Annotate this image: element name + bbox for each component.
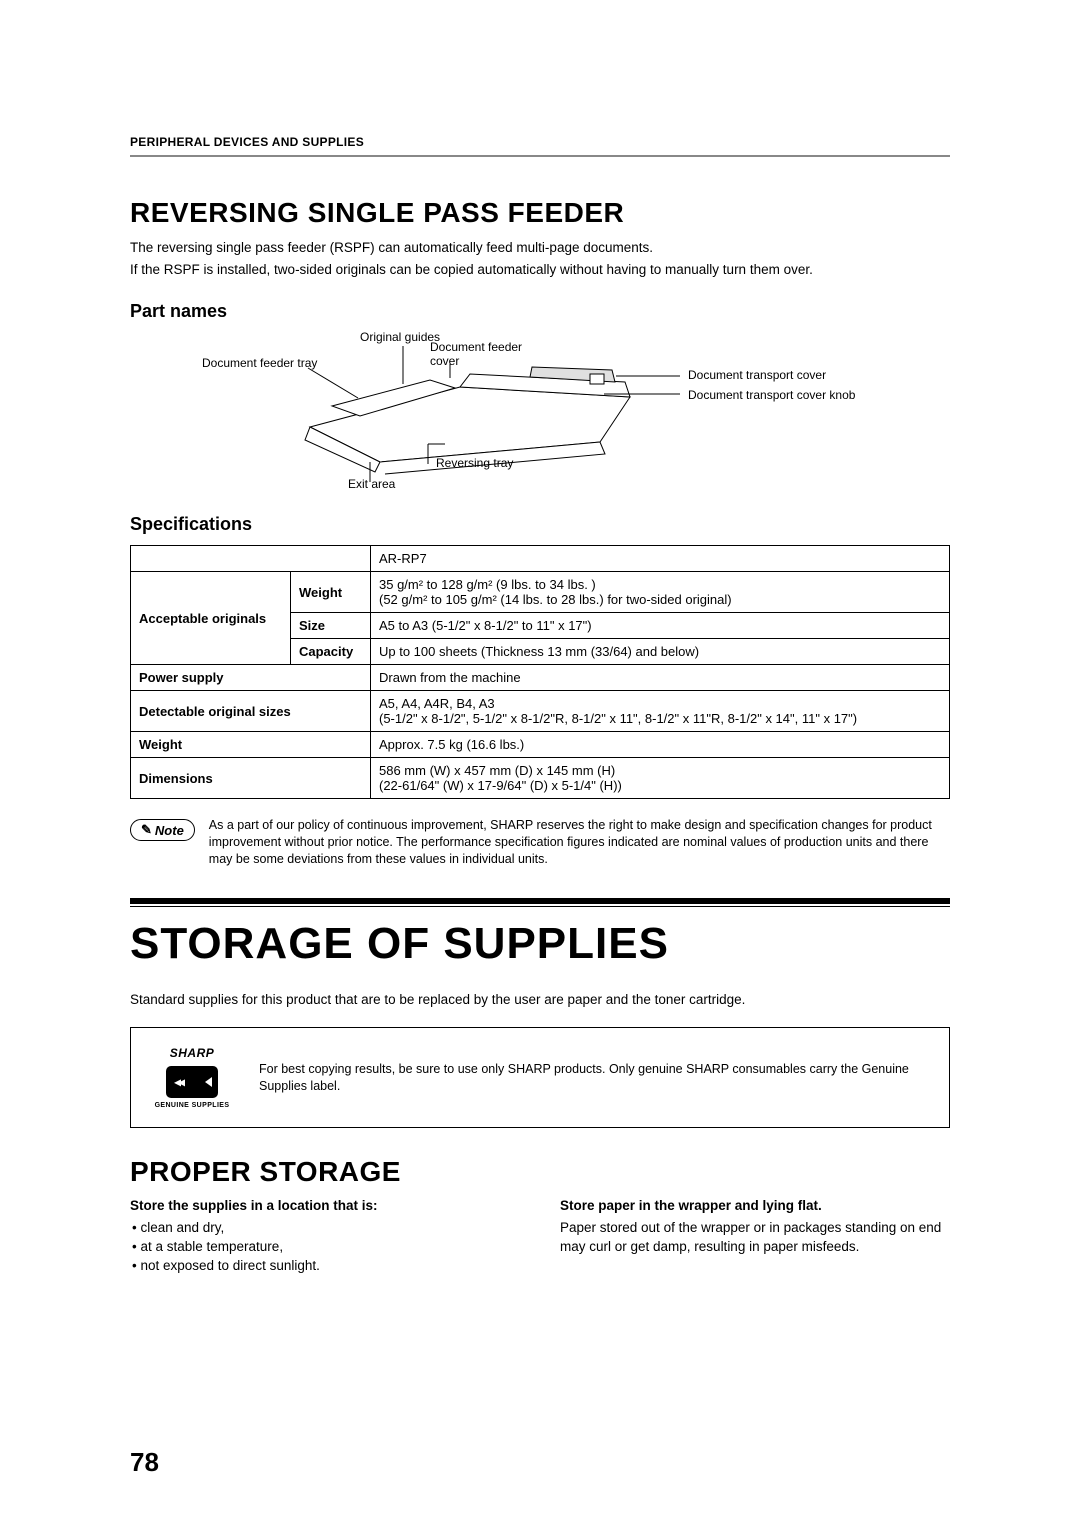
sharp-logo-text: SHARP <box>153 1046 231 1060</box>
spec-weight-val: 35 g/m² to 128 g/m² (9 lbs. to 34 lbs. )… <box>371 572 950 613</box>
spec-detect-val-l1: A5, A4, A4R, B4, A3 <box>379 696 495 711</box>
rspf-p2: If the RSPF is installed, two-sided orig… <box>130 261 950 279</box>
note-block: ✎Note As a part of our policy of continu… <box>130 817 950 868</box>
label-transport-cover-knob: Document transport cover knob <box>688 388 855 402</box>
callout-text: For best copying results, be sure to use… <box>259 1061 927 1095</box>
spec-weight-label: Weight <box>291 572 371 613</box>
spec-detect-label: Detectable original sizes <box>131 691 371 732</box>
spec-power-label: Power supply <box>131 665 371 691</box>
label-exit-area: Exit area <box>348 477 395 491</box>
store-location-list: clean and dry, at a stable temperature, … <box>130 1219 520 1276</box>
partnames-heading: Part names <box>130 301 950 322</box>
thin-rule <box>130 906 950 907</box>
label-reversing-tray: Reversing tray <box>436 456 513 470</box>
spec-size-label: Size <box>291 613 371 639</box>
specs-heading: Specifications <box>130 514 950 535</box>
partnames-diagram: Original guides Document feeder tray Doc… <box>160 332 920 492</box>
pencil-icon: ✎ <box>141 822 152 838</box>
proper-storage-title: PROPER STORAGE <box>130 1156 950 1188</box>
note-text: As a part of our policy of continuous im… <box>209 817 950 868</box>
spec-detect-val-l2: (5-1/2" x 8-1/2", 5-1/2" x 8-1/2"R, 8-1/… <box>379 711 857 726</box>
store-paper-body: Paper stored out of the wrapper or in pa… <box>560 1219 950 1255</box>
spec-dim-label: Dimensions <box>131 758 371 799</box>
spec-weight-val-l1: 35 g/m² to 128 g/m² (9 lbs. to 34 lbs. ) <box>379 577 596 592</box>
label-doc-feeder-cover-2: cover <box>430 354 459 368</box>
label-transport-cover: Document transport cover <box>688 368 826 382</box>
spec-capacity-val: Up to 100 sheets (Thickness 13 mm (33/64… <box>371 639 950 665</box>
spec-weight-val-l2: (52 g/m² to 105 g/m² (14 lbs. to 28 lbs.… <box>379 592 732 607</box>
spec-wt-label: Weight <box>131 732 371 758</box>
heavy-rule <box>130 898 950 904</box>
rspf-p1: The reversing single pass feeder (RSPF) … <box>130 239 950 257</box>
spec-acceptable: Acceptable originals <box>131 572 291 665</box>
specs-table: AR-RP7 Acceptable originals Weight 35 g/… <box>130 545 950 799</box>
spec-capacity-label: Capacity <box>291 639 371 665</box>
genuine-supplies-callout: SHARP ◂◂ GENUINE SUPPLIES For best copyi… <box>130 1027 950 1128</box>
section-title-rspf: REVERSING SINGLE PASS FEEDER <box>130 197 950 229</box>
cassette-icon: ◂◂ <box>166 1066 218 1098</box>
spec-dim-val-l1: 586 mm (W) x 457 mm (D) x 145 mm (H) <box>379 763 615 778</box>
list-item: at a stable temperature, <box>132 1238 520 1257</box>
label-original-guides: Original guides <box>360 330 440 344</box>
genuine-supplies-label: GENUINE SUPPLIES <box>153 1102 231 1109</box>
storage-sub: Standard supplies for this product that … <box>130 991 950 1009</box>
note-pill-label: Note <box>155 823 184 838</box>
spec-size-val: A5 to A3 (5-1/2" x 8-1/2" to 11" x 17") <box>371 613 950 639</box>
label-doc-feeder-cover-1: Document feeder <box>430 340 522 354</box>
spec-dim-val-l2: (22-61/64" (W) x 17-9/64" (D) x 5-1/4" (… <box>379 778 622 793</box>
list-item: clean and dry, <box>132 1219 520 1238</box>
label-doc-feeder-tray: Document feeder tray <box>202 356 317 370</box>
genuine-badge: SHARP ◂◂ GENUINE SUPPLIES <box>153 1046 231 1109</box>
spec-model: AR-RP7 <box>371 546 950 572</box>
storage-title: STORAGE OF SUPPLIES <box>130 919 950 969</box>
proper-storage-columns: Store the supplies in a location that is… <box>130 1198 950 1276</box>
spec-detect-val: A5, A4, A4R, B4, A3 (5-1/2" x 8-1/2", 5-… <box>371 691 950 732</box>
spec-power-val: Drawn from the machine <box>371 665 950 691</box>
store-paper-lead: Store paper in the wrapper and lying fla… <box>560 1198 950 1213</box>
store-location-lead: Store the supplies in a location that is… <box>130 1198 520 1213</box>
spec-dim-val: 586 mm (W) x 457 mm (D) x 145 mm (H) (22… <box>371 758 950 799</box>
page-header: PERIPHERAL DEVICES AND SUPPLIES <box>130 135 950 157</box>
list-item: not exposed to direct sunlight. <box>132 1257 520 1276</box>
spec-wt-val: Approx. 7.5 kg (16.6 lbs.) <box>371 732 950 758</box>
page-number: 78 <box>130 1447 159 1478</box>
note-pill: ✎Note <box>130 819 195 841</box>
